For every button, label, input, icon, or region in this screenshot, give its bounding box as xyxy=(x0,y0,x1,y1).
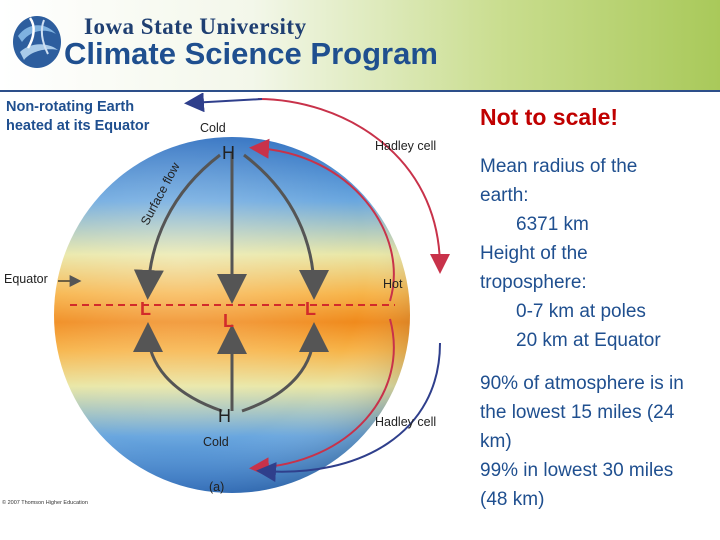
label-high-bottom: H xyxy=(218,406,231,426)
label-low-right: L xyxy=(305,299,316,319)
scale-note: Not to scale! xyxy=(480,104,619,130)
label-low-left: L xyxy=(140,299,151,319)
radius-label-line2: earth: xyxy=(480,185,529,206)
figure-title: Non-rotating Earth heated at its Equator xyxy=(6,98,196,136)
hadley-cell-arrow-bottom-outer xyxy=(256,342,441,482)
label-low-center: L xyxy=(223,311,234,331)
label-hot: Hot xyxy=(383,277,403,291)
surface-flow-arrow-left-top xyxy=(133,153,221,300)
height-label-line1: Height of the xyxy=(480,243,588,264)
stat1-line3: km) xyxy=(480,431,512,452)
radius-label-line1: Mean radius of the xyxy=(480,156,638,177)
figure-title-line2: heated at its Equator xyxy=(6,118,150,134)
figure-title-line1: Non-rotating Earth xyxy=(6,99,135,115)
height-poles: 0-7 km at poles xyxy=(516,301,646,322)
label-hadley-cell-top: Hadley cell xyxy=(375,139,437,153)
globe-swirl-icon xyxy=(13,16,61,68)
label-hadley-cell-bottom: Hadley cell xyxy=(375,415,437,429)
stat2-line2: (48 km) xyxy=(480,489,545,510)
header-divider xyxy=(0,90,720,92)
spacer xyxy=(480,355,716,369)
height-label-line2: troposphere: xyxy=(480,272,587,293)
surface-flow-arrow-left-bottom xyxy=(133,322,223,413)
surface-flow-arrow-right-top xyxy=(243,153,329,300)
copyright-note: © 2007 Thomson Higher Education xyxy=(2,500,88,506)
label-high-top: H xyxy=(222,143,235,163)
stat1-line2: the lowest 15 miles (24 xyxy=(480,402,675,423)
hadley-cell-arrow-bottom-inner xyxy=(249,318,395,478)
facts-text: Mean radius of the earth: 6371 km Height… xyxy=(480,152,716,514)
info-sidebar: Not to scale! Mean radius of the earth: … xyxy=(480,100,716,514)
hadley-cell-arrow-top-inner xyxy=(249,138,395,302)
stat2-line1: 99% in lowest 30 miles xyxy=(480,460,674,481)
program-name: Climate Science Program xyxy=(64,36,438,71)
institution-name: Iowa State University xyxy=(84,14,307,39)
header-banner: Iowa State University Climate Science Pr… xyxy=(0,0,720,92)
label-cold-bottom: Cold xyxy=(203,435,229,449)
radius-value: 6371 km xyxy=(516,214,589,235)
panel-label: (a) xyxy=(209,480,225,494)
surface-flow-arrow-right-bottom xyxy=(241,322,329,413)
hadley-cell-arrow-top-outer xyxy=(257,98,450,274)
stat1-line1: 90% of atmosphere is in xyxy=(480,373,684,394)
label-cold-top: Cold xyxy=(200,121,226,135)
hadley-diagram xyxy=(54,93,450,493)
label-equator: Equator xyxy=(4,272,48,286)
hadley-cell-figure: Non-rotating Earth heated at its Equator… xyxy=(0,93,470,513)
height-equator: 20 km at Equator xyxy=(516,330,661,351)
